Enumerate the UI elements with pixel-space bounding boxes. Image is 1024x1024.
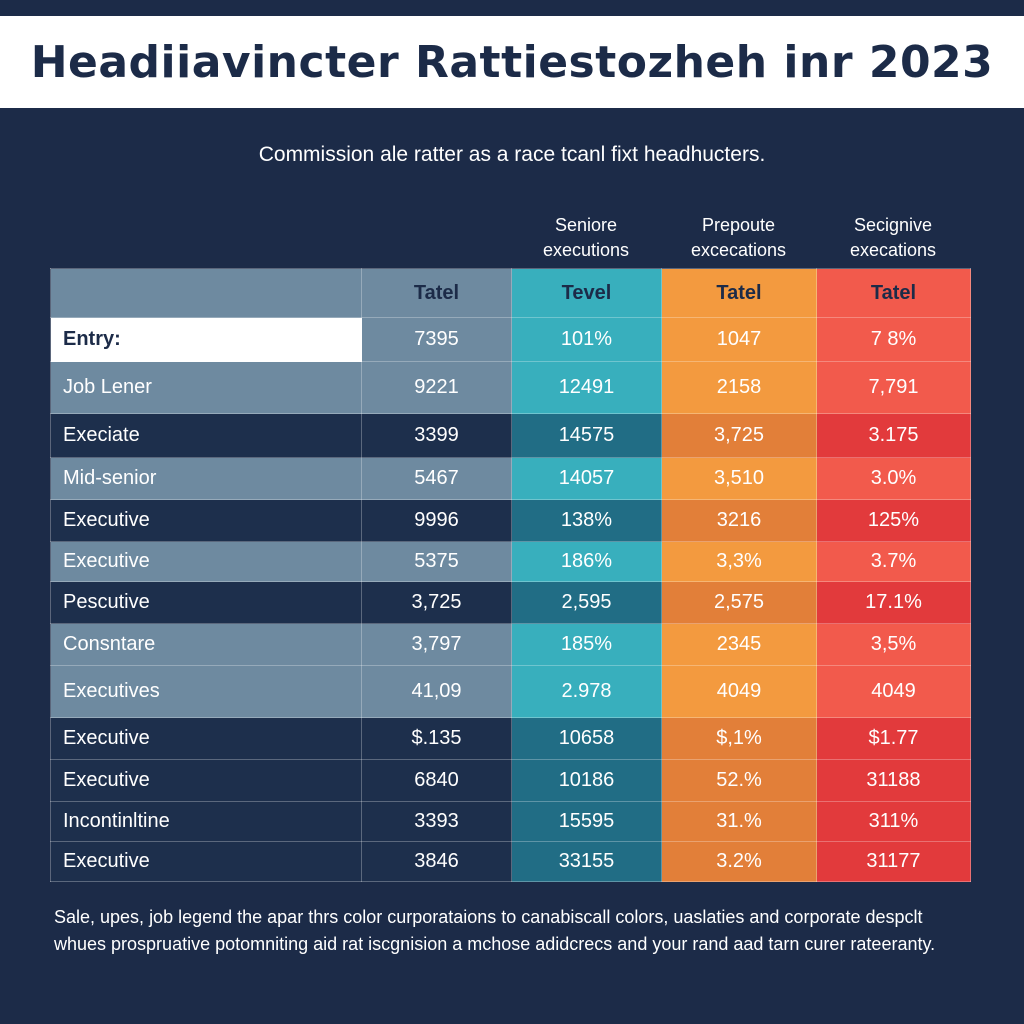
table-cell: 186% — [511, 541, 662, 582]
table-cell: 5375 — [361, 541, 512, 582]
table-cell: 9221 — [361, 361, 512, 414]
table-row: Mid-senior 5467 14057 3,510 3.0% — [50, 457, 971, 500]
table-cell: 3216 — [661, 499, 817, 542]
table-cell: 5467 — [361, 457, 512, 500]
table-cell: 3846 — [361, 841, 512, 882]
table-cell: $.135 — [361, 717, 512, 760]
row-label: Incontinltine — [50, 801, 362, 842]
table-row: Executive 6840 10186 52.% 31188 — [50, 759, 971, 802]
table-cell: 3,3% — [661, 541, 817, 582]
table-cell: $,1% — [661, 717, 817, 760]
row-label: Executive — [50, 541, 362, 582]
table-body: Entry: 7395 101% 1047 7 8% Job Lener 9221 12491… — [50, 317, 971, 882]
row-label: Executive — [50, 499, 362, 542]
table-row: Executive $.135 10658 $,1% $1.77 — [50, 717, 971, 760]
title-bar: Headiiavincter Rattiestozheh inr 2023 — [0, 16, 1024, 108]
table-cell: 3,725 — [661, 413, 817, 458]
table-cell: 41,09 — [361, 665, 512, 718]
column-group-header-4: Secignive execations — [849, 215, 937, 260]
row-label: Mid-senior — [50, 457, 362, 500]
table-cell: 3,725 — [361, 581, 512, 624]
table-cell: 15595 — [511, 801, 662, 842]
table-cell: 2,575 — [661, 581, 817, 624]
table-cell: 6840 — [361, 759, 512, 802]
row-label: Consntare — [50, 623, 362, 666]
column-header-0 — [50, 268, 362, 318]
table-row: Job Lener 9221 12491 2158 7,791 — [50, 361, 971, 414]
table-cell: 3,797 — [361, 623, 512, 666]
footnote: Sale, upes, job legend the apar thrs col… — [54, 907, 936, 954]
chart-subtitle: Commission ale ratter as a race tcanl fi… — [258, 143, 766, 166]
table-cell: 31.% — [661, 801, 817, 842]
table-row: Pescutive 3,725 2,595 2,575 17.1% — [50, 581, 971, 624]
table-cell: 31188 — [816, 759, 971, 802]
table-cell: $1.77 — [816, 717, 971, 760]
table-header-row: Tatel Tevel Tatel Tatel — [50, 268, 971, 318]
table-cell: 3.175 — [816, 413, 971, 458]
table-cell: 33155 — [511, 841, 662, 882]
table-cell: 12491 — [511, 361, 662, 414]
column-header-1: Tatel — [361, 268, 512, 318]
table-cell: 138% — [511, 499, 662, 542]
table-cell: 3.7% — [816, 541, 971, 582]
column-header-4: Tatel — [816, 268, 971, 318]
row-label: Executives — [50, 665, 362, 718]
table-cell: 2.978 — [511, 665, 662, 718]
table-row: Executive 3846 33155 3.2% 31177 — [50, 841, 971, 882]
table-cell: 4049 — [816, 665, 971, 718]
table-cell: 17.1% — [816, 581, 971, 624]
table-cell: 9996 — [361, 499, 512, 542]
row-label: Entry: — [50, 317, 362, 362]
table-cell: 2158 — [661, 361, 817, 414]
row-label: Executive — [50, 759, 362, 802]
row-label: Executive — [50, 841, 362, 882]
table-cell: 3.2% — [661, 841, 817, 882]
table-cell: 10658 — [511, 717, 662, 760]
table-row: Executive 5375 186% 3,3% 3.7% — [50, 541, 971, 582]
table-row: Executives 41,09 2.978 4049 4049 — [50, 665, 971, 718]
table-cell: 2,595 — [511, 581, 662, 624]
table-cell: 31177 — [816, 841, 971, 882]
table-row: Executive 9996 138% 3216 125% — [50, 499, 971, 542]
table-cell: 3.0% — [816, 457, 971, 500]
table-cell: 1047 — [661, 317, 817, 362]
column-group-header-2: Seniore executions — [542, 215, 630, 260]
table-cell: 3393 — [361, 801, 512, 842]
row-label: Pescutive — [50, 581, 362, 624]
table-cell: 3399 — [361, 413, 512, 458]
table-cell: 14057 — [511, 457, 662, 500]
table-cell: 52.% — [661, 759, 817, 802]
table-cell: 4049 — [661, 665, 817, 718]
table-cell: 10186 — [511, 759, 662, 802]
table-cell: 3,510 — [661, 457, 817, 500]
data-table: Tatel Tevel Tatel Tatel Entry: 7395 101% 10… — [50, 268, 971, 882]
table-row: Consntare 3,797 185% 2345 3,5% — [50, 623, 971, 666]
table-cell: 14575 — [511, 413, 662, 458]
table-cell: 7,791 — [816, 361, 971, 414]
table-row: Execiate 3399 14575 3,725 3.175 — [50, 413, 971, 458]
table-cell: 311% — [816, 801, 971, 842]
row-label: Executive — [50, 717, 362, 760]
table-cell: 7 8% — [816, 317, 971, 362]
column-header-2: Tevel — [511, 268, 662, 318]
table-cell: 101% — [511, 317, 662, 362]
table-cell: 3,5% — [816, 623, 971, 666]
row-label: Execiate — [50, 413, 362, 458]
table-cell: 2345 — [661, 623, 817, 666]
table-cell: 7395 — [361, 317, 512, 362]
table-cell: 125% — [816, 499, 971, 542]
table-row: Incontinltine 3393 15595 31.% 311% — [50, 801, 971, 842]
table-row: Entry: 7395 101% 1047 7 8% — [50, 317, 971, 362]
row-label: Job Lener — [50, 361, 362, 414]
rates-table: Tatel Tevel Tatel Tatel Entry: 7395 101% 10… — [50, 268, 971, 882]
page-title: Headiiavincter Rattiestozheh inr 2023 — [30, 36, 994, 88]
column-header-3: Tatel — [661, 268, 817, 318]
column-group-header-3: Prepoute excecations — [690, 215, 787, 260]
table-cell: 185% — [511, 623, 662, 666]
